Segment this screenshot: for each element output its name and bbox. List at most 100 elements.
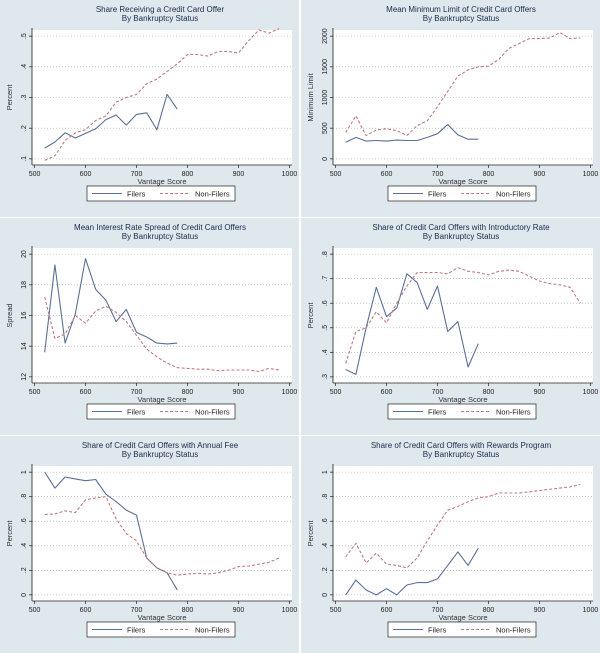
y-tick-label: 500 bbox=[322, 122, 329, 134]
y-tick-label: .3 bbox=[21, 94, 28, 100]
panel-rewards-program: Share of Credit Card Offers with Rewards… bbox=[301, 436, 600, 653]
panel-mean-minimum-limit: Mean Minimum Limit of Credit Card Offers… bbox=[301, 0, 600, 217]
y-tick-label: 2000 bbox=[322, 28, 329, 44]
x-axis-label: Vantage Score bbox=[137, 613, 186, 622]
x-tick-label: 600 bbox=[80, 389, 92, 396]
x-axis-label: Vantage Score bbox=[438, 613, 487, 622]
x-tick-label: 700 bbox=[131, 171, 143, 178]
legend: Filers Non-Filers bbox=[86, 185, 236, 202]
legend-label-filers: Filers bbox=[127, 408, 146, 417]
y-tick-label: 1 bbox=[21, 470, 28, 474]
chart-subtitle: By Bankruptcy Status bbox=[423, 14, 499, 23]
y-tick-label: 1500 bbox=[322, 59, 329, 75]
y-tick-label: .6 bbox=[21, 518, 28, 524]
chart-subtitle: By Bankruptcy Status bbox=[122, 450, 198, 459]
y-tick-label: .4 bbox=[21, 64, 28, 70]
legend-label-non-filers: Non-Filers bbox=[496, 626, 531, 635]
chart-title: Mean Minimum Limit of Credit Card Offers bbox=[386, 5, 536, 14]
series-line-filers bbox=[345, 123, 479, 143]
x-tick-label: 600 bbox=[80, 607, 92, 614]
x-tick-label: 800 bbox=[483, 171, 495, 178]
legend-label-non-filers: Non-Filers bbox=[195, 190, 230, 199]
y-tick-label: 1000 bbox=[322, 90, 329, 106]
panel-introductory-rate: Share of Credit Card Offers with Introdu… bbox=[301, 218, 600, 435]
legend-label-non-filers: Non-Filers bbox=[195, 626, 230, 635]
chart-svg: Share of Credit Card Offers with Rewards… bbox=[306, 441, 598, 638]
legend-label-filers: Filers bbox=[428, 408, 447, 417]
chart-subtitle: By Bankruptcy Status bbox=[122, 14, 198, 23]
series-line-non-filers bbox=[345, 483, 581, 569]
x-tick-label: 800 bbox=[182, 389, 194, 396]
series-line-non-filers bbox=[345, 31, 581, 137]
x-axis-label: Vantage Score bbox=[438, 395, 487, 404]
x-tick-label: 700 bbox=[131, 607, 143, 614]
chart-title: Share Receiving a Credit Card Offer bbox=[96, 5, 225, 14]
y-axis-label: Spread bbox=[5, 303, 14, 327]
legend-label-non-filers: Non-Filers bbox=[496, 190, 531, 199]
series-line-non-filers bbox=[44, 27, 280, 161]
y-tick-label: 16 bbox=[21, 312, 28, 320]
x-tick-label: 900 bbox=[534, 607, 546, 614]
y-tick-label: 0 bbox=[21, 593, 28, 597]
legend-label-non-filers: Non-Filers bbox=[496, 408, 531, 417]
y-axis-label: Percent bbox=[5, 84, 14, 111]
plot-area bbox=[333, 248, 593, 383]
y-axis-label: Percent bbox=[306, 520, 315, 547]
y-tick-label: .2 bbox=[21, 125, 28, 131]
x-axis-label: Vantage Score bbox=[438, 177, 487, 186]
series-line-non-filers bbox=[44, 296, 280, 373]
y-axis-label: Percent bbox=[306, 302, 315, 329]
y-tick-label: .1 bbox=[21, 156, 28, 162]
legend-label-filers: Filers bbox=[127, 190, 146, 199]
x-tick-label: 800 bbox=[483, 607, 495, 614]
series-line-filers bbox=[345, 273, 479, 375]
x-tick-label: 800 bbox=[182, 607, 194, 614]
y-tick-label: 12 bbox=[21, 373, 28, 381]
y-tick-label: .8 bbox=[21, 494, 28, 500]
y-tick-label: .5 bbox=[322, 325, 329, 331]
chart-title: Share of Credit Card Offers with Rewards… bbox=[371, 441, 552, 450]
y-tick-label: 0 bbox=[322, 157, 329, 161]
y-tick-label: .4 bbox=[322, 543, 329, 549]
chart-title: Share of Credit Card Offers with Annual … bbox=[82, 441, 239, 450]
x-tick-label: 500 bbox=[330, 389, 342, 396]
legend-label-filers: Filers bbox=[428, 190, 447, 199]
chart-subtitle: By Bankruptcy Status bbox=[122, 232, 198, 241]
panel-annual-fee: Share of Credit Card Offers with Annual … bbox=[0, 436, 299, 653]
legend: Filers Non-Filers bbox=[86, 621, 236, 638]
y-tick-label: .4 bbox=[322, 349, 329, 355]
plot-area bbox=[333, 466, 593, 601]
y-tick-label: 0 bbox=[322, 593, 329, 597]
x-tick-label: 1000 bbox=[583, 171, 599, 178]
x-tick-label: 700 bbox=[432, 607, 444, 614]
legend-label-filers: Filers bbox=[428, 626, 447, 635]
chart-svg: Mean Interest Rate Spread of Credit Card… bbox=[5, 223, 298, 420]
x-tick-label: 900 bbox=[233, 171, 245, 178]
y-axis-label: Percent bbox=[5, 520, 14, 547]
panel-interest-rate-spread: Mean Interest Rate Spread of Credit Card… bbox=[0, 218, 299, 435]
y-tick-label: .3 bbox=[322, 374, 329, 380]
series-line-filers bbox=[44, 471, 178, 591]
x-tick-label: 1000 bbox=[282, 607, 298, 614]
chart-title: Mean Interest Rate Spread of Credit Card… bbox=[74, 223, 246, 232]
x-tick-label: 1000 bbox=[282, 389, 298, 396]
y-tick-label: .5 bbox=[21, 33, 28, 39]
y-tick-label: .6 bbox=[322, 518, 329, 524]
chart-svg: Mean Minimum Limit of Credit Card Offers… bbox=[306, 5, 599, 202]
x-axis-label: Vantage Score bbox=[137, 395, 186, 404]
y-axis-label: Minimum Limit bbox=[306, 72, 315, 121]
chart-subtitle: By Bankruptcy Status bbox=[423, 232, 499, 241]
y-tick-label: .8 bbox=[322, 251, 329, 257]
x-tick-label: 500 bbox=[29, 389, 41, 396]
y-tick-label: 18 bbox=[21, 281, 28, 289]
x-tick-label: 800 bbox=[182, 171, 194, 178]
x-tick-label: 700 bbox=[131, 389, 143, 396]
x-tick-label: 800 bbox=[483, 389, 495, 396]
x-tick-label: 900 bbox=[233, 389, 245, 396]
panel-share-receiving-offer: Share Receiving a Credit Card Offer By Ba… bbox=[0, 0, 299, 217]
legend: Filers Non-Filers bbox=[387, 403, 537, 420]
legend: Filers Non-Filers bbox=[387, 621, 537, 638]
legend-label-non-filers: Non-Filers bbox=[195, 408, 230, 417]
